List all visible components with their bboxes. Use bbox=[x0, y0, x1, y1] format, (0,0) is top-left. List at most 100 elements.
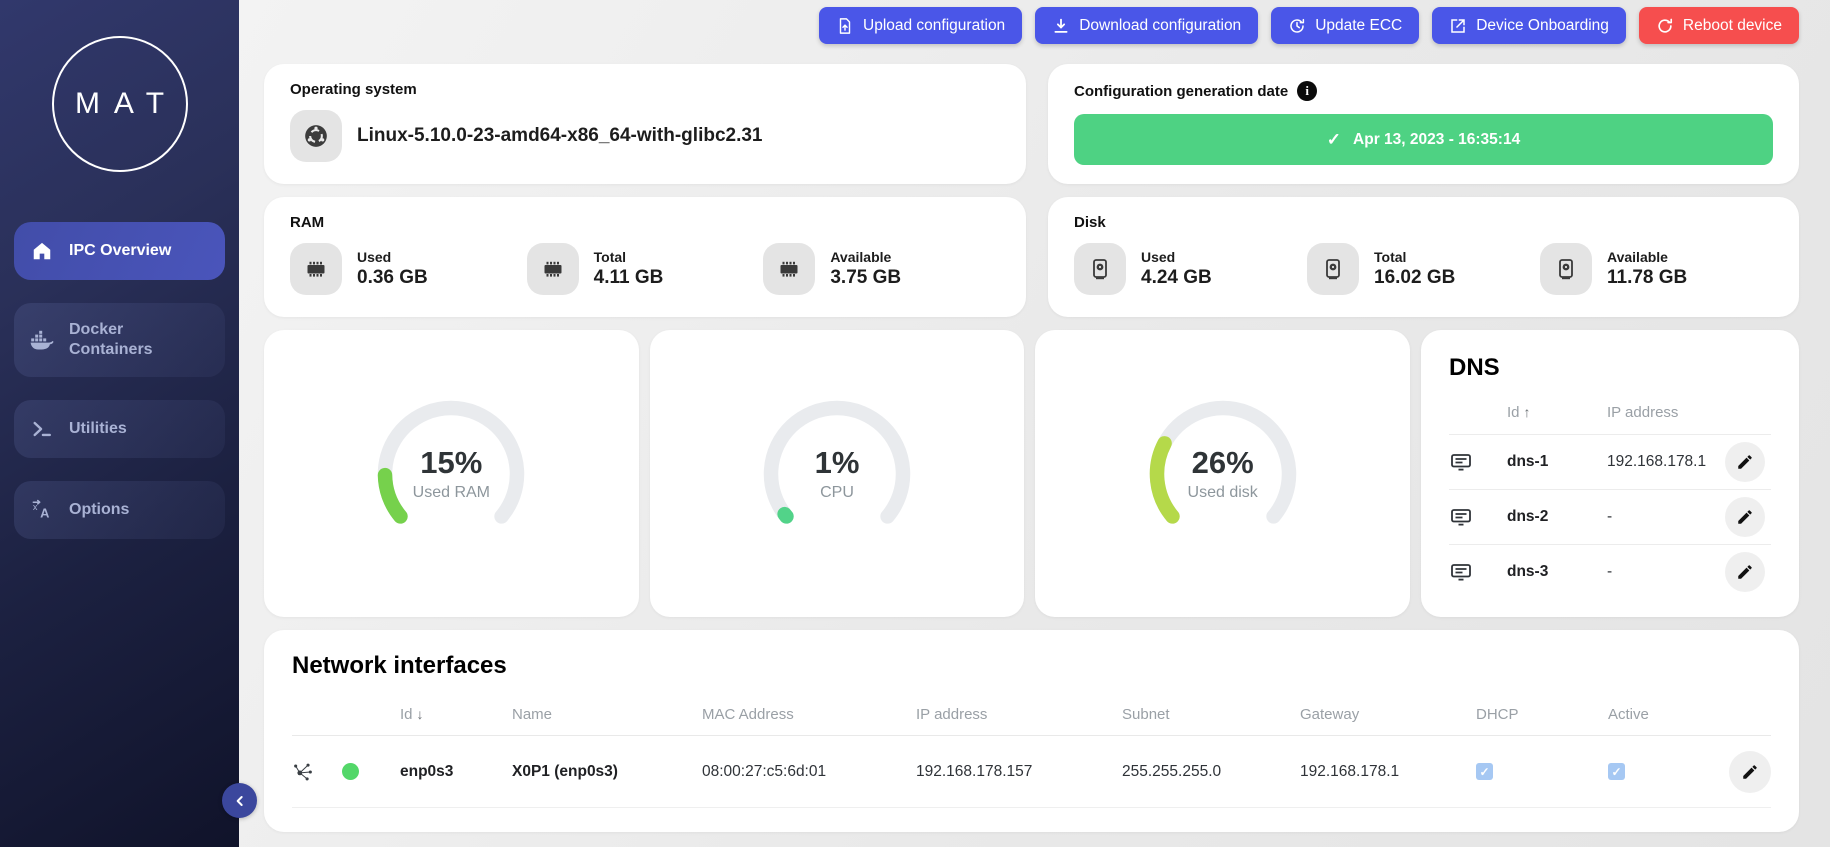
row-gauges: 15% Used RAM 1% CPU bbox=[264, 330, 1799, 617]
sidebar-collapse-button[interactable] bbox=[222, 783, 257, 818]
ram-used-stat: Used 0.36 GB bbox=[290, 243, 527, 295]
configuration-generation-card: Configuration generation date i ✓ Apr 13… bbox=[1048, 64, 1799, 184]
ram-total-stat: Total 4.11 GB bbox=[526, 243, 764, 295]
interface-name: X0P1 (enp0s3) bbox=[512, 762, 618, 780]
stat-label: Available bbox=[830, 249, 892, 265]
topbar: Upload configuration Download configurat… bbox=[264, 7, 1799, 44]
dns-icon bbox=[1449, 450, 1507, 474]
check-icon: ✓ bbox=[1479, 764, 1490, 779]
sidebar-item-ipc-overview[interactable]: IPC Overview bbox=[14, 222, 225, 280]
update-ecc-button[interactable]: Update ECC bbox=[1271, 7, 1420, 44]
button-label: Update ECC bbox=[1315, 16, 1403, 34]
stat-value: 0.36 GB bbox=[357, 267, 428, 288]
dhcp-checkbox[interactable]: ✓ bbox=[1476, 763, 1493, 780]
translate-icon: A x bbox=[30, 498, 54, 522]
interface-mac: 08:00:27:c5:6d:01 bbox=[702, 762, 827, 780]
dns-edit-button[interactable] bbox=[1724, 552, 1765, 592]
dns-id: dns-1 bbox=[1506, 453, 1549, 470]
sidebar-item-label: Docker Containers bbox=[69, 321, 153, 358]
interface-id: enp0s3 bbox=[400, 762, 454, 780]
row-system: Operating system Linux-5.10 bbox=[264, 64, 1799, 184]
dns-card: DNS Id ↑ IP address dns-1 192.168.178.1 bbox=[1420, 330, 1799, 617]
net-column-gateway[interactable]: Gateway bbox=[1300, 706, 1360, 723]
row-resources: RAM Used 0.36 GB bbox=[264, 197, 1799, 317]
os-value-row: Linux-5.10.0-23-amd64-x86_64-with-glibc2… bbox=[290, 110, 1000, 162]
dns-icon bbox=[1449, 505, 1507, 529]
dns-edit-button[interactable] bbox=[1724, 497, 1765, 537]
stat-label: Used bbox=[1141, 249, 1176, 265]
dns-icon bbox=[1449, 560, 1507, 584]
net-column-ip[interactable]: IP address bbox=[916, 706, 988, 723]
net-column-mac[interactable]: MAC Address bbox=[702, 706, 794, 723]
memory-icon bbox=[526, 243, 579, 295]
button-label: Reboot device bbox=[1682, 16, 1782, 34]
network-interface-row: enp0s3 X0P1 (enp0s3) 08:00:27:c5:6d:01 1… bbox=[292, 736, 1771, 808]
interface-edit-button[interactable] bbox=[1729, 750, 1771, 793]
chevron-left-icon bbox=[232, 793, 248, 809]
update-clock-icon bbox=[1288, 17, 1306, 35]
docker-icon bbox=[30, 328, 54, 352]
disk-total-stat: Total 16.02 GB bbox=[1307, 243, 1540, 295]
dns-edit-button[interactable] bbox=[1724, 442, 1765, 482]
pencil-icon bbox=[1741, 763, 1759, 781]
active-checkbox[interactable]: ✓ bbox=[1608, 763, 1625, 780]
dns-ip: 192.168.178.1 bbox=[1606, 453, 1707, 470]
dns-column-ip[interactable]: IP address bbox=[1606, 403, 1679, 421]
dns-table-header: Id ↑ IP address bbox=[1449, 390, 1771, 434]
dns-column-id[interactable]: Id ↑ bbox=[1506, 403, 1531, 421]
dns-row: dns-3 - bbox=[1448, 544, 1771, 599]
dns-id: dns-2 bbox=[1506, 508, 1549, 525]
memory-icon bbox=[763, 243, 816, 295]
disk-usage-gauge: 26% Used disk bbox=[1143, 394, 1303, 554]
logo-text: MAT bbox=[74, 87, 179, 120]
svg-text:x: x bbox=[33, 502, 38, 512]
stat-label: Total bbox=[1374, 249, 1407, 265]
sidebar-item-options[interactable]: A x Options bbox=[14, 481, 225, 539]
info-icon[interactable]: i bbox=[1297, 81, 1318, 101]
disk-used-stat: Used 4.24 GB bbox=[1074, 243, 1307, 295]
operating-system-card: Operating system Linux-5.10 bbox=[264, 64, 1026, 184]
download-configuration-button[interactable]: Download configuration bbox=[1035, 7, 1259, 44]
disk-gauge-card: 26% Used disk bbox=[1035, 330, 1410, 617]
card-title: Configuration generation date bbox=[1074, 82, 1289, 100]
disk-available-stat: Available 11.78 GB bbox=[1540, 243, 1773, 295]
check-icon: ✓ bbox=[1611, 764, 1622, 779]
config-date-text: Apr 13, 2023 - 16:35:14 bbox=[1353, 130, 1521, 148]
cpu-gauge-card: 1% CPU bbox=[649, 330, 1025, 617]
sidebar-item-docker-containers[interactable]: Docker Containers bbox=[14, 303, 225, 377]
memory-icon bbox=[290, 243, 342, 295]
dns-title: DNS bbox=[1448, 354, 1500, 381]
net-column-subnet[interactable]: Subnet bbox=[1122, 706, 1170, 723]
refresh-icon bbox=[1656, 17, 1674, 35]
gauge-percent: 1% bbox=[814, 445, 860, 480]
gauge-label: Used RAM bbox=[412, 484, 490, 501]
stat-value: 4.11 GB bbox=[593, 267, 664, 288]
check-icon: ✓ bbox=[1326, 129, 1342, 149]
brand-logo: MAT bbox=[0, 0, 239, 208]
dns-ip: - bbox=[1606, 508, 1613, 525]
ram-gauge-card: 15% Used RAM bbox=[264, 330, 639, 617]
network-interfaces-card: Network interfaces Id ↓ Name MAC Address … bbox=[264, 630, 1799, 832]
ram-usage-gauge: 15% Used RAM bbox=[371, 394, 531, 554]
terminal-icon bbox=[30, 417, 54, 441]
ram-card: RAM Used 0.36 GB bbox=[264, 197, 1026, 317]
interface-ip: 192.168.178.157 bbox=[916, 762, 1033, 780]
gauge-label: CPU bbox=[820, 484, 854, 501]
sidebar-item-utilities[interactable]: Utilities bbox=[14, 400, 225, 458]
net-column-active[interactable]: Active bbox=[1608, 706, 1649, 723]
pencil-icon bbox=[1736, 453, 1754, 471]
reboot-device-button[interactable]: Reboot device bbox=[1638, 7, 1799, 44]
net-column-dhcp[interactable]: DHCP bbox=[1476, 706, 1519, 723]
upload-configuration-button[interactable]: Upload configuration bbox=[819, 7, 1023, 44]
device-onboarding-button[interactable]: Device Onboarding bbox=[1432, 7, 1626, 44]
net-column-name[interactable]: Name bbox=[512, 706, 553, 723]
interface-subnet: 255.255.255.0 bbox=[1122, 762, 1222, 780]
sort-up-icon: ↑ bbox=[1523, 403, 1531, 420]
gauge-label: Used disk bbox=[1187, 484, 1258, 501]
button-label: Download configuration bbox=[1079, 16, 1242, 34]
disk-icon bbox=[1540, 243, 1592, 295]
hub-icon bbox=[292, 761, 342, 783]
card-title: Disk bbox=[1074, 214, 1106, 231]
net-column-id[interactable]: Id ↓ bbox=[400, 706, 424, 723]
